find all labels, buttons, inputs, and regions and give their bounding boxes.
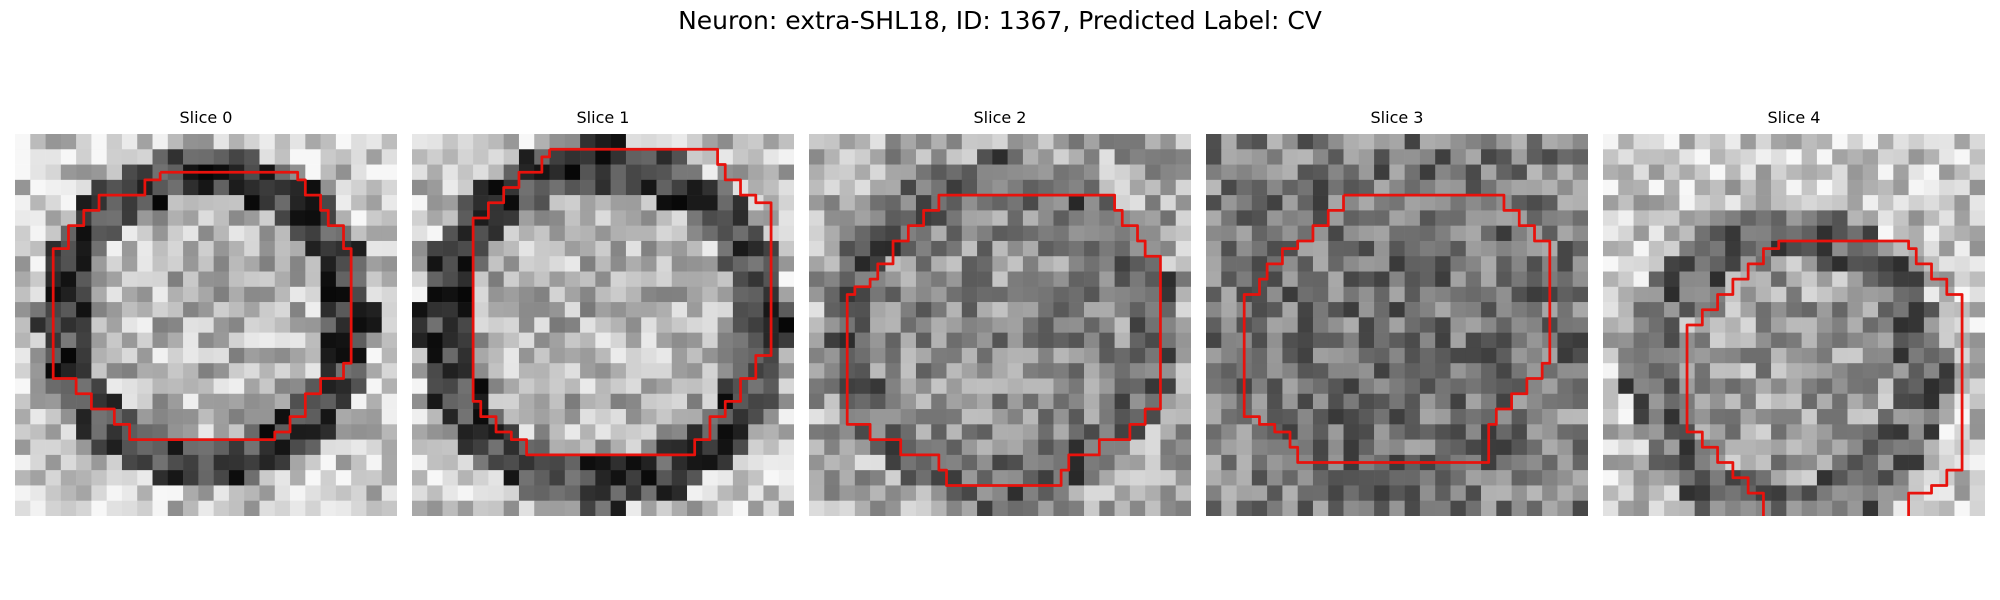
slice-image	[15, 134, 397, 516]
slice-title: Slice 2	[973, 108, 1027, 127]
slice-image	[1206, 134, 1588, 516]
slice-image	[1603, 134, 1985, 516]
segmentation-contour	[845, 193, 1162, 487]
figure-title: Neuron: extra-SHL18, ID: 1367, Predicted…	[678, 6, 1322, 35]
slice-image	[809, 134, 1191, 516]
segmentation-contour	[471, 147, 773, 457]
slice-title: Slice 3	[1370, 108, 1424, 127]
segmentation-contour	[51, 170, 353, 441]
slice-image	[412, 134, 794, 516]
segmentation-contour	[1685, 239, 1964, 516]
slice-title: Slice 0	[179, 108, 233, 127]
segmentation-contour	[1242, 193, 1552, 464]
slice-title: Slice 1	[576, 108, 630, 127]
slice-title: Slice 4	[1767, 108, 1821, 127]
